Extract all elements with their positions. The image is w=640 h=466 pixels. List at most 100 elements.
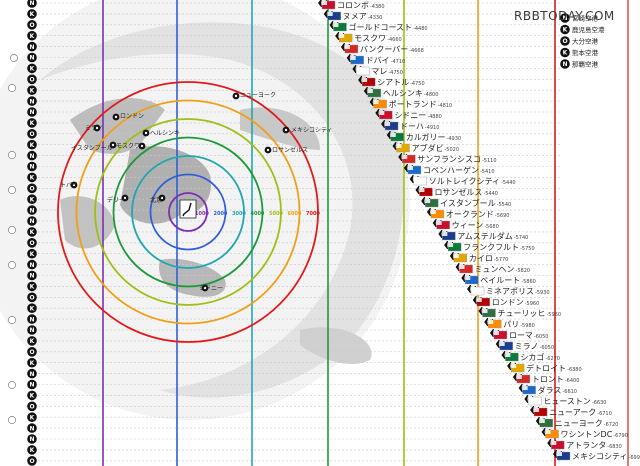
airplane-icon <box>472 307 488 315</box>
airplane-icon <box>512 384 528 392</box>
svg-text:N: N <box>29 164 34 171</box>
small-badge <box>8 84 16 92</box>
destination-row: アブダビ -5020 <box>386 142 460 153</box>
legend-code: O <box>562 38 567 45</box>
small-badge <box>8 186 16 194</box>
destination-row: シドニー -4880 <box>369 109 442 120</box>
airplane-icon <box>478 318 494 326</box>
distance-value: -5440 <box>483 191 498 197</box>
airport-badge <box>27 379 37 390</box>
airport-badge <box>27 161 37 172</box>
legend-item: O 大分空港 <box>560 36 599 46</box>
airplane-icon <box>340 54 356 62</box>
distance-rings: 1000 2000 3000 4000 5000 6000 7000 <box>57 81 320 343</box>
japan-shape <box>182 202 192 217</box>
destination-row: コペンハーゲン -5410 <box>397 164 495 175</box>
svg-text:O: O <box>29 131 34 138</box>
destination-name: ゴールドコースト <box>348 22 412 32</box>
airport-badge-column: NKOKNNKOKNNKOKNNKOKNNKOKNNKOKNNKOKNNKOKN… <box>8 0 37 466</box>
map-pin: メキシコシティ <box>282 126 333 134</box>
svg-text:N: N <box>29 98 34 105</box>
destination-name: パリ <box>503 320 519 329</box>
airport-badge <box>27 227 37 237</box>
destination-row: ヒューストン -6630 <box>518 395 606 406</box>
destination-name: バンクーバー <box>360 45 408 54</box>
distance-value: -5440 <box>501 180 516 186</box>
svg-text:N: N <box>29 327 34 334</box>
airport-badge <box>27 445 37 455</box>
japan-marker <box>179 199 197 219</box>
distance-value: -4480 <box>413 26 428 32</box>
ring-label: 7000 <box>306 211 320 217</box>
destination-row: ダラス -6610 <box>512 384 577 395</box>
airport-badge <box>27 314 37 324</box>
airport-badge <box>27 390 37 401</box>
distance-value: -5020 <box>445 147 460 153</box>
map-pin: ロンドン <box>112 113 144 121</box>
ring-label: 5000 <box>269 211 283 217</box>
map-city-label: トバイ <box>60 182 78 189</box>
airport-badge <box>27 107 37 117</box>
distance-value: -5750 <box>520 246 535 252</box>
airport-badge <box>27 357 37 368</box>
destination-row: イスタンブール -5540 <box>415 197 511 208</box>
airport-badge <box>560 47 570 58</box>
legend-code: K <box>563 50 568 57</box>
distance-value: -5960 <box>525 301 540 307</box>
destination-name: ロンドン <box>492 298 524 307</box>
legend-code: K <box>563 27 568 34</box>
destination-row: モスクワ -4660 <box>329 32 402 43</box>
airplane-icon <box>455 274 471 282</box>
distance-value: -6270 <box>545 356 560 362</box>
destination-name: ウィーン <box>452 221 484 230</box>
airplane-icon <box>466 296 482 304</box>
svg-text:K: K <box>30 33 35 40</box>
airplane-icon <box>392 153 408 161</box>
airport-badge <box>27 248 37 259</box>
airport-badge <box>27 401 37 412</box>
airplane-icon <box>323 21 339 29</box>
distance-value: -4750 <box>410 81 425 87</box>
airplane-icon <box>375 120 391 128</box>
airport-badge <box>27 85 37 95</box>
map-city-label: ミラノ <box>85 125 103 132</box>
airport-badge <box>27 139 37 150</box>
ring-3000 <box>131 155 245 269</box>
airplane-icon <box>461 285 477 293</box>
destination-row: フランクフルト -5750 <box>438 241 535 252</box>
distance-value: -6830 <box>607 444 622 450</box>
svg-text:N: N <box>29 425 34 432</box>
airport-badge <box>27 52 37 63</box>
destination-name: トロント <box>532 375 564 384</box>
svg-text:K: K <box>30 11 35 18</box>
destination-row: オークランド -5690 <box>420 208 510 219</box>
legend-item: N 那覇空港 <box>560 59 599 69</box>
distance-value: -5690 <box>495 213 510 219</box>
airplane-icon <box>506 373 522 381</box>
airplane-icon <box>438 241 454 249</box>
destination-name: ドーハ <box>400 122 424 131</box>
map-city-label: ヘルシンキ <box>150 130 180 137</box>
airport-badge <box>27 74 37 85</box>
airport-badge <box>27 325 37 335</box>
airplane-icon <box>357 87 373 95</box>
destination-name: シカゴ <box>520 352 544 362</box>
svg-text:N: N <box>29 218 34 225</box>
ring-5000 <box>94 118 282 306</box>
distance-value: -4668 <box>409 48 424 54</box>
distance-value: -5740 <box>514 235 529 241</box>
destination-row: ヘルシンキ -4800 <box>357 87 438 98</box>
destination-name: ヌメア <box>343 12 367 21</box>
small-badge <box>8 261 16 269</box>
svg-text:O: O <box>29 349 34 356</box>
airport-badge <box>27 150 37 161</box>
svg-text:K: K <box>30 393 35 400</box>
svg-text:N: N <box>29 316 34 323</box>
destination-name: カイロ <box>469 254 493 263</box>
distance-value: -5410 <box>480 169 495 175</box>
ring-label: 3000 <box>232 211 246 217</box>
destination-row: ヌメア -4330 <box>317 10 382 21</box>
